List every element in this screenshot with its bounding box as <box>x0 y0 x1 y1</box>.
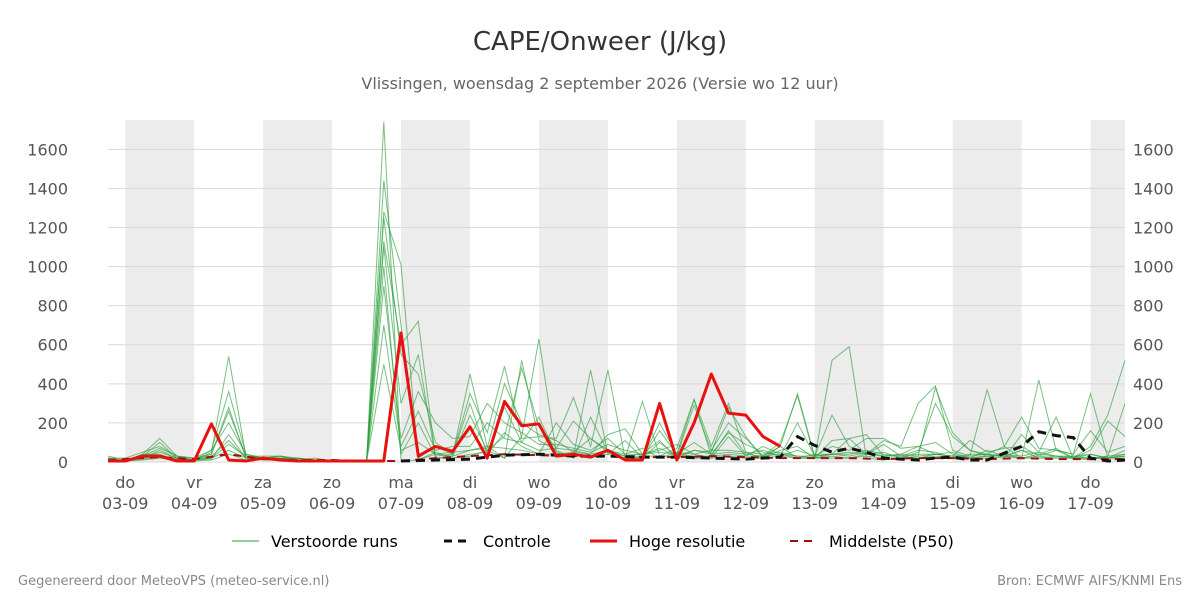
legend-label-median: Middelste (P50) <box>829 532 954 551</box>
legend-label-ensemble: Verstoorde runs <box>271 532 398 551</box>
y-tick-left-200: 200 <box>37 414 68 433</box>
main-series <box>107 331 1126 463</box>
x-tick-day-08-09: di <box>463 473 478 492</box>
y-tick-right-1000: 1000 <box>1133 258 1174 277</box>
x-tick-date-15-09: 15-09 <box>929 494 976 513</box>
x-tick-day-11-09: vr <box>669 473 685 492</box>
night-band-6 <box>952 120 1022 462</box>
y-tick-right-200: 200 <box>1133 414 1164 433</box>
x-tick-date-13-09: 13-09 <box>791 494 838 513</box>
y-tick-left-400: 400 <box>37 375 68 394</box>
x-tick-date-14-09: 14-09 <box>860 494 907 513</box>
night-bands <box>125 120 1125 462</box>
y-tick-left-1600: 1600 <box>27 140 68 159</box>
night-band-0 <box>125 120 195 462</box>
footer-source: Bron: ECMWF AIFS/KNMI Ens <box>997 574 1182 589</box>
y-tick-left-1200: 1200 <box>27 218 68 237</box>
y-tick-right-0: 0 <box>1133 453 1143 472</box>
x-tick-date-11-09: 11-09 <box>654 494 701 513</box>
control-line <box>400 430 1126 463</box>
high-res-line <box>108 331 782 463</box>
gridlines <box>108 148 1125 463</box>
y-tick-right-1200: 1200 <box>1133 218 1174 237</box>
chart-subtitle: Vlissingen, woensdag 2 september 2026 (V… <box>361 74 838 93</box>
x-tick-day-10-09: do <box>598 473 618 492</box>
legend: Verstoorde runs Controle Hoge resolutie Mid… <box>232 532 954 551</box>
night-band-3 <box>538 120 608 462</box>
y-tick-left-800: 800 <box>37 297 68 316</box>
y-tick-left-1000: 1000 <box>27 258 68 277</box>
y-tick-right-1400: 1400 <box>1133 179 1174 198</box>
x-tick-day-14-09: ma <box>871 473 896 492</box>
x-tick-day-05-09: za <box>254 473 272 492</box>
y-tick-left-600: 600 <box>37 336 68 355</box>
x-axis: do 03-09 vr 04-09 za 05-09 zo 06-09 ma 07-09 di 08-… <box>102 473 1114 513</box>
x-tick-date-04-09: 04-09 <box>171 494 218 513</box>
x-tick-date-16-09: 16-09 <box>998 494 1045 513</box>
x-tick-day-15-09: di <box>945 473 960 492</box>
night-band-1 <box>263 120 333 462</box>
footer-credit: Gegenereerd door MeteoVPS (meteo-service… <box>18 574 329 589</box>
y-axis-left: 0 200 400 600 800 1000 1200 1400 1600 <box>27 140 68 472</box>
y-tick-right-600: 600 <box>1133 336 1164 355</box>
x-tick-day-13-09: zo <box>806 473 824 492</box>
x-tick-day-16-09: wo <box>1010 473 1033 492</box>
x-tick-date-07-09: 07-09 <box>378 494 425 513</box>
x-tick-date-03-09: 03-09 <box>102 494 149 513</box>
y-axis-right: 0 200 400 600 800 1000 1200 1400 1600 <box>1133 140 1174 472</box>
y-tick-left-1400: 1400 <box>27 179 68 198</box>
y-tick-right-400: 400 <box>1133 375 1164 394</box>
x-tick-date-06-09: 06-09 <box>309 494 356 513</box>
x-tick-date-17-09: 17-09 <box>1067 494 1114 513</box>
x-tick-day-07-09: ma <box>388 473 413 492</box>
night-band-4 <box>676 120 746 462</box>
legend-label-control: Controle <box>483 532 551 551</box>
y-tick-left-0: 0 <box>58 453 68 472</box>
legend-label-high_res: Hoge resolutie <box>629 532 745 551</box>
x-tick-date-05-09: 05-09 <box>240 494 287 513</box>
chart-title: CAPE/Onweer (J/kg) <box>473 27 727 57</box>
y-tick-right-1600: 1600 <box>1133 140 1174 159</box>
ensemble-run-6 <box>108 246 1126 462</box>
y-tick-right-800: 800 <box>1133 297 1164 316</box>
x-tick-date-12-09: 12-09 <box>723 494 770 513</box>
x-tick-date-09-09: 09-09 <box>516 494 563 513</box>
x-tick-day-04-09: vr <box>186 473 202 492</box>
x-tick-day-12-09: za <box>737 473 755 492</box>
night-band-5 <box>814 120 884 462</box>
x-tick-day-09-09: wo <box>527 473 550 492</box>
night-band-7 <box>1090 120 1125 462</box>
x-tick-date-10-09: 10-09 <box>585 494 632 513</box>
x-tick-day-03-09: do <box>115 473 135 492</box>
x-tick-day-17-09: do <box>1081 473 1101 492</box>
x-tick-date-08-09: 08-09 <box>447 494 494 513</box>
x-tick-day-06-09: zo <box>323 473 341 492</box>
